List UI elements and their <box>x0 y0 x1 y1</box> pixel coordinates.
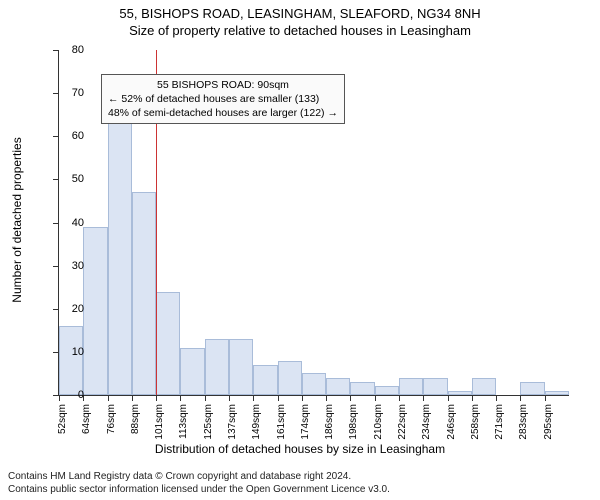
x-tick-mark <box>108 395 109 401</box>
histogram-bar <box>520 382 544 395</box>
x-tick-mark <box>472 395 473 401</box>
x-tick-label: 295sqm <box>543 404 554 440</box>
histogram-bar <box>326 378 350 395</box>
histogram-bar <box>132 192 156 395</box>
histogram-bar <box>108 123 132 395</box>
y-tick-mark <box>53 93 59 94</box>
y-tick-mark <box>53 223 59 224</box>
y-tick-mark <box>53 179 59 180</box>
histogram-bar <box>59 326 83 395</box>
x-tick-label: 186sqm <box>324 404 335 440</box>
x-tick-mark <box>520 395 521 401</box>
histogram-bar <box>472 378 496 395</box>
subtitle: Size of property relative to detached ho… <box>0 21 600 38</box>
y-tick-label: 70 <box>72 87 84 99</box>
y-tick-label: 20 <box>72 303 84 315</box>
x-tick-label: 88sqm <box>130 404 141 434</box>
x-tick-mark <box>59 395 60 401</box>
x-tick-label: 137sqm <box>227 404 238 440</box>
x-tick-label: 210sqm <box>373 404 384 440</box>
x-tick-mark <box>496 395 497 401</box>
info-box-line: ← 52% of detached houses are smaller (13… <box>108 92 338 106</box>
y-tick-mark <box>53 136 59 137</box>
info-box: 55 BISHOPS ROAD: 90sqm← 52% of detached … <box>101 74 345 125</box>
x-tick-label: 271sqm <box>494 404 505 440</box>
histogram-bar <box>302 373 326 395</box>
histogram-bar <box>545 391 569 395</box>
x-tick-label: 113sqm <box>178 404 189 439</box>
y-tick-mark <box>53 50 59 51</box>
y-tick-label: 60 <box>72 130 84 142</box>
x-tick-label: 258sqm <box>470 404 481 440</box>
x-tick-mark <box>399 395 400 401</box>
footer-line: Contains public sector information licen… <box>8 483 592 496</box>
histogram-bar <box>229 339 253 395</box>
x-tick-label: 149sqm <box>251 404 262 440</box>
info-box-line: 48% of semi-detached houses are larger (… <box>108 106 338 120</box>
info-box-line: 55 BISHOPS ROAD: 90sqm <box>108 78 338 92</box>
x-tick-label: 64sqm <box>81 404 92 434</box>
histogram-bar <box>83 227 107 395</box>
y-tick-label: 80 <box>72 44 84 56</box>
x-tick-mark <box>156 395 157 401</box>
footer-attribution: Contains HM Land Registry data © Crown c… <box>8 470 592 496</box>
histogram-bar <box>156 292 180 396</box>
histogram-bar <box>399 378 423 395</box>
y-tick-label: 40 <box>72 217 84 229</box>
x-tick-label: 283sqm <box>518 404 529 440</box>
x-tick-label: 198sqm <box>348 404 359 440</box>
histogram-bar <box>423 378 447 395</box>
histogram-bar <box>350 382 374 395</box>
x-tick-label: 76sqm <box>106 404 117 434</box>
x-tick-label: 125sqm <box>203 404 214 440</box>
y-tick-label: 10 <box>72 346 84 358</box>
y-tick-label: 0 <box>78 389 84 401</box>
x-tick-label: 52sqm <box>57 404 68 434</box>
x-tick-mark <box>132 395 133 401</box>
y-tick-mark <box>53 266 59 267</box>
address-title: 55, BISHOPS ROAD, LEASINGHAM, SLEAFORD, … <box>0 0 600 21</box>
y-tick-label: 50 <box>72 173 84 185</box>
histogram-bar <box>253 365 277 395</box>
x-tick-mark <box>229 395 230 401</box>
x-tick-mark <box>545 395 546 401</box>
histogram-bar <box>375 386 399 395</box>
x-tick-mark <box>253 395 254 401</box>
x-tick-mark <box>205 395 206 401</box>
x-tick-mark <box>375 395 376 401</box>
histogram-bar <box>180 348 204 395</box>
x-tick-mark <box>423 395 424 401</box>
x-tick-label: 222sqm <box>397 404 408 440</box>
histogram-bar <box>278 361 302 396</box>
x-tick-mark <box>180 395 181 401</box>
x-tick-mark <box>448 395 449 401</box>
x-tick-mark <box>278 395 279 401</box>
histogram-chart: 52sqm64sqm76sqm88sqm101sqm113sqm125sqm13… <box>58 50 569 396</box>
y-tick-mark <box>53 309 59 310</box>
footer-line: Contains HM Land Registry data © Crown c… <box>8 470 592 483</box>
x-tick-mark <box>302 395 303 401</box>
y-axis-label: Number of detached properties <box>10 137 24 302</box>
x-tick-label: 161sqm <box>276 404 287 440</box>
x-tick-label: 101sqm <box>154 404 165 440</box>
x-tick-label: 246sqm <box>446 404 457 440</box>
x-tick-mark <box>326 395 327 401</box>
histogram-bar <box>205 339 229 395</box>
x-tick-label: 234sqm <box>421 404 432 440</box>
x-tick-mark <box>350 395 351 401</box>
y-tick-label: 30 <box>72 260 84 272</box>
x-axis-label: Distribution of detached houses by size … <box>0 442 600 456</box>
x-tick-label: 174sqm <box>300 404 311 440</box>
histogram-bar <box>448 391 472 395</box>
